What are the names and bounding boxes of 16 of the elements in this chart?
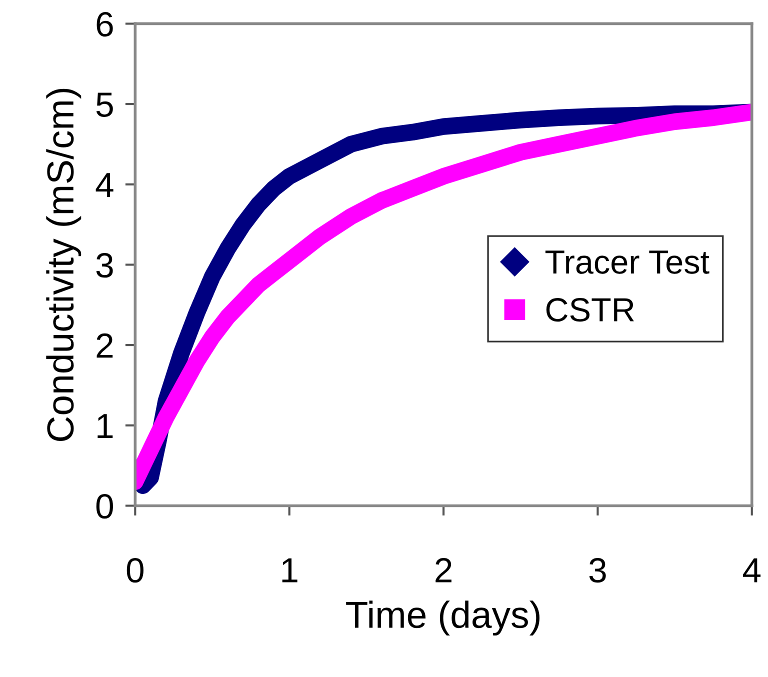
y-tick-label: 5 <box>96 92 113 117</box>
y-tick-label: 4 <box>96 173 114 197</box>
x-tick-label: 4 <box>743 558 761 582</box>
x-axis-title: Time (days) <box>346 600 540 636</box>
x-tick-label: 2 <box>436 558 452 582</box>
y-tick-label: 3 <box>96 253 113 278</box>
y-tick-label: 0 <box>96 494 113 519</box>
legend-label: CSTR <box>546 298 634 322</box>
x-tick-label: 1 <box>282 558 298 582</box>
x-tick-label: 3 <box>589 558 606 583</box>
y-tick-label: 1 <box>98 414 113 438</box>
y-tick-label: 6 <box>96 12 113 37</box>
legend-label: Tracer Test <box>545 250 710 274</box>
x-tick-label: 0 <box>126 558 144 583</box>
y-axis-title: Conductivity (mS/cm) <box>46 88 82 441</box>
y-tick-label: 2 <box>96 333 113 358</box>
